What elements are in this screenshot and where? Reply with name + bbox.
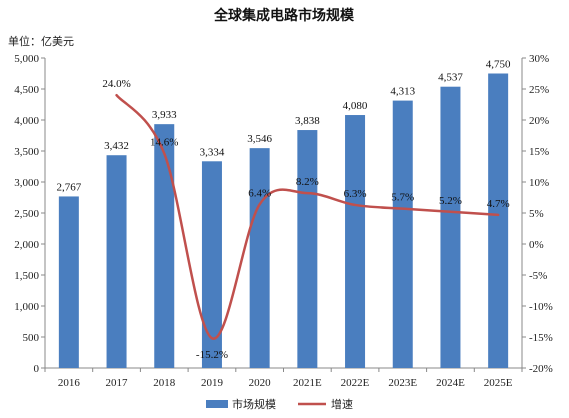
bar-value-label: 3,432 [104, 140, 129, 152]
bar-value-label: 3,546 [247, 133, 272, 145]
bar [154, 124, 175, 369]
growth-line [115, 93, 500, 340]
left-tick-label: 3,500 [14, 146, 39, 158]
x-tick-label: 2019 [201, 377, 224, 389]
growth-value-label: 24.0% [102, 78, 130, 90]
data-labels: 2,767 3,432 3,933 3,334 3,546 3,838 4,080 4,313… [56, 59, 511, 362]
left-tick-label: 500 [23, 332, 40, 344]
bar [297, 130, 318, 368]
x-tick-label: 2018 [153, 377, 176, 389]
left-tick-label: 3,000 [14, 177, 39, 189]
growth-value-label: 5.2% [439, 195, 462, 207]
right-tick-label: 15% [529, 146, 549, 158]
growth-value-label: 5.7% [391, 192, 414, 204]
growth-value-label: -15.2% [196, 349, 228, 361]
bar [488, 73, 509, 368]
unit-label: 单位：亿美元 [8, 34, 74, 48]
bar-value-label: 3,334 [200, 146, 225, 158]
right-tick-label: -5% [529, 270, 547, 282]
growth-value-label: 4.7% [487, 198, 510, 210]
legend-label-bar: 市场规模 [232, 397, 276, 411]
growth-value-label: 8.2% [296, 176, 319, 188]
left-tick-label: 4,500 [14, 84, 39, 96]
left-tick-label: 2,500 [14, 208, 39, 220]
left-y-ticks: 0 500 1,000 1,500 2,000 2,500 3,000 3,500 4,000 4… [14, 53, 45, 375]
x-tick-label: 2025E [484, 377, 513, 389]
bar-value-label: 3,838 [295, 115, 320, 127]
right-tick-label: 0% [529, 239, 544, 251]
bar-value-label: 4,750 [486, 59, 511, 71]
right-tick-label: 5% [529, 208, 544, 220]
bar [58, 196, 79, 368]
legend: 市场规模 增速 [206, 397, 353, 411]
right-y-ticks: -20% -15% -10% -5% 0% 5% 10% 15% 20% 25% 30% [522, 53, 553, 375]
right-tick-label: 20% [529, 115, 549, 127]
left-tick-label: 5,000 [14, 53, 39, 65]
bar [106, 155, 127, 368]
growth-value-label: 6.3% [344, 188, 367, 200]
right-tick-label: 25% [529, 84, 549, 96]
x-tick-label: 2022E [341, 377, 370, 389]
x-tick-label: 2020 [249, 377, 272, 389]
x-tick-label: 2017 [106, 377, 129, 389]
bar-value-label: 4,313 [390, 86, 415, 98]
bar-value-label: 4,537 [438, 72, 463, 84]
left-tick-label: 1,000 [14, 301, 39, 313]
x-tick-label: 2021E [293, 377, 322, 389]
bar-value-label: 2,767 [56, 181, 81, 193]
right-tick-label: 10% [529, 177, 549, 189]
left-tick-label: 4,000 [14, 115, 39, 127]
bar [440, 86, 461, 369]
x-tick-label: 2016 [58, 377, 81, 389]
bar-value-label: 4,080 [343, 100, 368, 112]
bar [345, 115, 366, 368]
right-tick-label: -20% [529, 363, 553, 375]
x-tick-label: 2023E [388, 377, 417, 389]
bar [392, 100, 413, 369]
growth-value-label: 14.6% [150, 136, 178, 148]
line-series [115, 93, 500, 340]
left-tick-label: 1,500 [14, 270, 39, 282]
chart-title: 全球集成电路市场规模 [213, 7, 355, 24]
x-ticks: 2016 2017 2018 2019 2020 2021E 2022E 2023E 2024E… [44, 368, 523, 389]
left-tick-label: 0 [34, 363, 40, 375]
x-tick-label: 2024E [436, 377, 465, 389]
growth-value-label: 6.4% [248, 187, 271, 199]
legend-label-line: 增速 [331, 397, 353, 411]
bar-series [58, 73, 509, 369]
bar [201, 161, 222, 368]
right-tick-label: 30% [529, 53, 549, 65]
right-tick-label: -10% [529, 301, 553, 313]
legend-swatch-bar [206, 400, 228, 408]
right-tick-label: -15% [529, 332, 553, 344]
bar-value-label: 3,933 [152, 109, 177, 121]
bar [249, 148, 270, 368]
left-tick-label: 2,000 [14, 239, 39, 251]
